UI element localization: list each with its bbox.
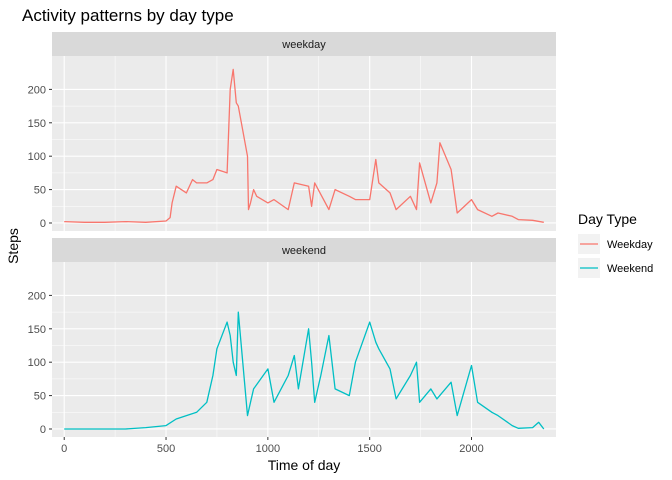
y-ticks-weekend: 0 50 100 150 200 [28,290,52,436]
strip-label-weekend: weekend [281,245,326,257]
x-axis-title: Time of day [268,457,341,473]
x-tick-label: 1500 [357,443,381,455]
plot-background-weekday [52,56,556,231]
x-tick-label: 2000 [459,443,483,455]
y-tick-label: 100 [28,151,46,163]
gridlines-weekend [52,262,556,437]
legend-title: Day Type [578,211,637,227]
y-tick-label: 150 [28,118,46,130]
strip-label-weekday: weekday [281,39,326,51]
legend-label-weekend: Weekend [607,263,653,275]
x-tick-label: 0 [61,443,67,455]
legend: Day Type Weekday Weekend [578,211,653,278]
legend-label-weekday: Weekday [607,239,653,251]
series-weekend [64,311,545,430]
panel-weekday: weekday 0 50 100 150 200 [28,32,556,231]
plot-background-weekend [52,262,556,437]
y-tick-label: 50 [34,391,46,403]
y-tick-label: 200 [28,290,46,302]
series-line-weekend [64,311,545,430]
x-ticks: 0 500 1000 1500 2000 [61,437,484,455]
strip-weekend [52,238,556,262]
y-tick-label: 150 [28,324,46,336]
y-tick-label: 0 [40,424,46,436]
y-tick-label: 200 [28,84,46,96]
gridlines-weekday [52,56,556,231]
panel-weekend: weekend 0 50 100 150 200 [28,238,556,437]
y-axis-title: Steps [5,228,21,264]
x-tick-label: 1000 [256,443,280,455]
y-tick-label: 50 [34,185,46,197]
y-tick-label: 0 [40,218,46,230]
series-line-weekday [64,68,544,223]
series-weekday [64,68,544,223]
chart-title: Activity patterns by day type [22,6,234,25]
y-tick-label: 100 [28,357,46,369]
strip-weekday [52,32,556,56]
y-ticks-weekday: 0 50 100 150 200 [28,84,52,230]
x-tick-label: 500 [157,443,175,455]
